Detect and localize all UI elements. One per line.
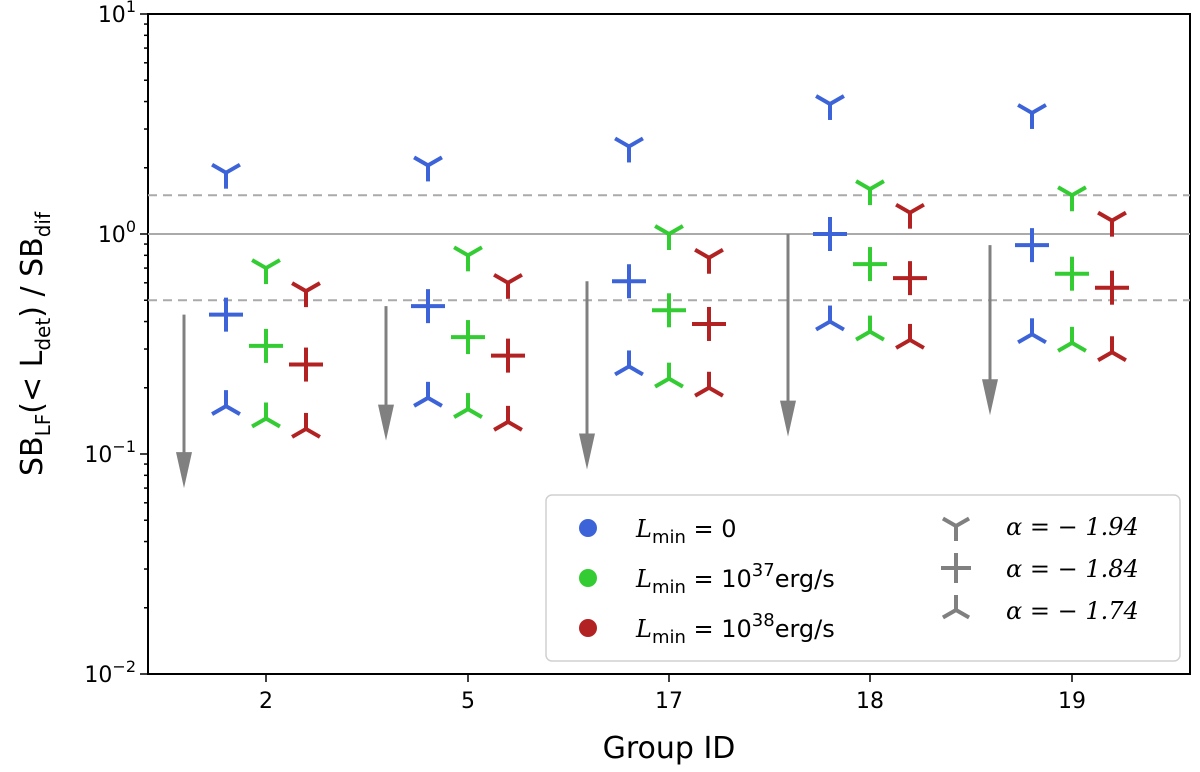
marker-alpha-1.84 [813,217,847,251]
x-tick-label: 17 [655,689,683,714]
marker-alpha-1.84 [893,261,927,296]
marker-alpha-1.74 [815,305,845,332]
x-axis: 2 5 17 18 19 [259,674,1086,714]
y-label-sub2: det [31,318,55,351]
marker-alpha-1.94 [614,136,644,163]
x-axis-label: Group ID [603,731,736,766]
x-tick-label: 18 [856,689,884,714]
marker-alpha-1.84 [612,264,646,299]
marker-alpha-1.94 [251,258,281,285]
marker-alpha-1.74 [1097,336,1127,363]
marker-alpha-1.94 [654,224,684,250]
marker-alpha-1.84 [491,338,525,373]
marker-alpha-1.84 [249,328,283,363]
legend-marker-symbol [941,516,971,541]
upper-limit-arrowhead [176,452,192,489]
legend-color-dot [579,619,597,637]
legend-marker-label: α = − 1.84 [1006,555,1139,583]
y-tick-label: 100 [98,217,136,248]
y-label-end: ) / SB [15,237,50,318]
legend-color-dot [579,519,597,537]
y-label-sub1: LF [31,414,55,437]
marker-alpha-1.84 [289,347,323,382]
legend-color-label: Lmin = 0 [635,515,737,548]
y-label-base: SB [15,436,50,476]
marker-alpha-1.94 [1057,185,1087,212]
marker-alpha-1.84 [1095,270,1129,305]
y-label-sub3: dif [31,211,55,237]
x-tick-label: 2 [259,689,273,714]
marker-alpha-1.74 [895,323,925,350]
upper-limit-arrowhead [982,379,998,416]
legend-box [545,494,1181,662]
legend-color-entries: Lmin = 0 Lmin = 1037erg/s Lmin = 1038erg/s [579,515,835,648]
marker-alpha-1.84 [692,306,726,341]
marker-alpha-1.84 [652,293,686,328]
marker-alpha-1.74 [291,412,321,439]
upper-limit-arrowhead [378,404,394,441]
y-label-mid: (< L [15,350,50,413]
marker-alpha-1.74 [1017,318,1047,345]
marker-alpha-1.74 [453,393,483,419]
marker-alpha-1.74 [493,405,523,432]
marker-alpha-1.74 [654,362,684,389]
marker-alpha-1.84 [1015,228,1049,263]
marker-alpha-1.84 [1055,256,1089,291]
legend-marker-entries: α = − 1.94 α = − 1.84 α = − 1.74 [941,513,1139,625]
marker-alpha-1.74 [855,315,885,342]
x-tick-label: 19 [1058,689,1086,714]
upper-limit-arrows [176,234,998,489]
legend-color-label: Lmin = 1038erg/s [635,610,835,648]
marker-alpha-1.74 [614,350,644,377]
legend-marker-label: α = − 1.94 [1006,513,1139,541]
legend-color-dot [579,569,597,587]
svg-text:SBLF(< Ldet) / SBdif: SBLF(< Ldet) / SBdif [15,211,55,476]
marker-alpha-1.94 [694,248,724,274]
marker-alpha-1.84 [411,289,445,324]
marker-alpha-1.94 [453,245,483,272]
data-markers [209,94,1129,439]
marker-alpha-1.94 [1017,103,1047,129]
marker-alpha-1.94 [493,273,523,299]
marker-alpha-1.94 [413,155,443,182]
marker-alpha-1.74 [1057,326,1087,353]
marker-alpha-1.74 [694,371,724,398]
y-axis: 101 100 10−1 10−2 [84,0,148,688]
marker-alpha-1.94 [1097,210,1127,237]
y-tick-label: 10−2 [84,657,136,688]
marker-alpha-1.94 [291,281,321,308]
marker-alpha-1.74 [251,402,281,429]
marker-alpha-1.84 [209,297,243,332]
y-axis-label: SBLF(< Ldet) / SBdif [15,211,55,476]
marker-alpha-1.94 [855,179,885,206]
x-tick-label: 5 [461,689,475,714]
marker-alpha-1.74 [413,381,443,408]
marker-alpha-1.74 [211,390,241,416]
legend: Lmin = 0 Lmin = 1037erg/s Lmin = 1038erg/s… [545,494,1181,662]
legend-marker-symbol [941,595,971,620]
legend-color-label: Lmin = 1037erg/s [635,560,835,598]
marker-alpha-1.94 [815,94,845,120]
marker-alpha-1.94 [211,162,241,189]
y-tick-label: 10−1 [84,437,136,468]
y-tick-label: 101 [98,0,136,28]
legend-marker-symbol [941,553,971,583]
upper-limit-arrowhead [780,400,796,437]
upper-limit-arrowhead [579,433,595,470]
marker-alpha-1.84 [853,247,887,282]
legend-marker-label: α = − 1.74 [1006,597,1139,625]
marker-alpha-1.84 [451,320,485,355]
marker-alpha-1.94 [895,202,925,229]
